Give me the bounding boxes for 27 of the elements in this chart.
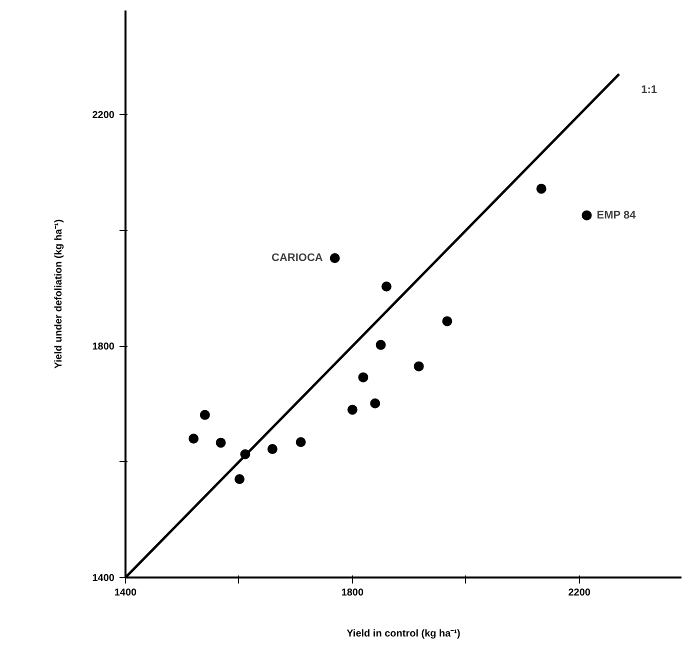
y-axis-title: Yield under defoliation (kg ha⁻¹) [53, 219, 64, 369]
y-tick-label: 1400 [92, 573, 115, 584]
point [234, 474, 245, 484]
text: 1:1 [641, 84, 657, 96]
point [370, 398, 380, 408]
point [358, 372, 368, 382]
annotation: CARIOCA [272, 252, 323, 264]
point [536, 184, 546, 194]
point [216, 438, 226, 448]
point [442, 316, 452, 326]
point [267, 444, 278, 454]
point [200, 410, 210, 420]
x-tick-label: 1400 [114, 588, 138, 598]
y-tick-label: 1800 [92, 342, 115, 353]
y-tick-label: 2200 [92, 110, 115, 122]
x-tick-label: 1800 [341, 588, 364, 598]
annotation: EMP 84 [596, 209, 637, 222]
point [381, 281, 392, 292]
point [414, 361, 424, 372]
point [296, 437, 306, 448]
point [582, 210, 592, 220]
point [347, 404, 358, 415]
point [330, 253, 340, 264]
x-axis-title: Yield in control (kg ha⁻¹) [346, 628, 460, 640]
point [376, 340, 386, 350]
x-tick-label: 2200 [568, 588, 591, 598]
point [188, 434, 199, 444]
